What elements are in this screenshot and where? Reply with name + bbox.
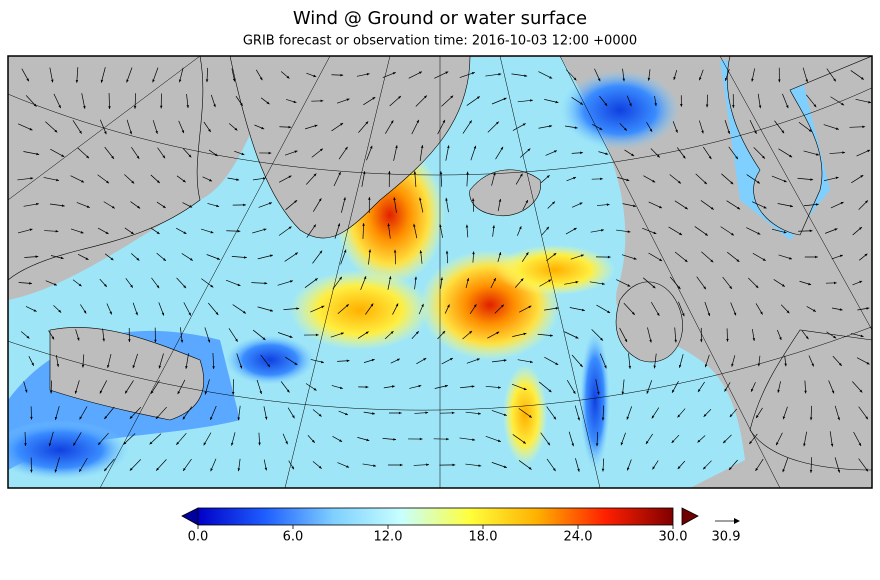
calm-area [225,335,315,385]
calm-area [560,70,680,150]
strong-wind [503,365,547,465]
colorbar-over [682,508,698,525]
colorbar-tick-label: 0.0 [188,530,209,545]
strong-wind [495,245,615,295]
strong-wind [290,270,430,350]
colorbar-bar [198,508,673,525]
title: Wind @ Ground or water surface [293,8,587,29]
colorbar-tick-label: 18.0 [469,530,498,545]
map [0,40,880,488]
colorbar-tick-label: 30.0 [659,530,688,545]
colorbar: 0.0 6.0 12.0 18.0 24.0 30.0 [182,508,698,545]
colorbar-tick-label: 24.0 [564,530,593,545]
colorbar-tick-label: 6.0 [283,530,304,545]
quiver-key-label: 30.9 [712,530,741,545]
colorbar-tick-label: 12.0 [374,530,403,545]
subtitle: GRIB forecast or observation time: 2016-… [243,34,637,49]
quiver-key-arrowhead [734,518,740,524]
calm-area [580,330,610,470]
colorbar-under [182,508,198,525]
